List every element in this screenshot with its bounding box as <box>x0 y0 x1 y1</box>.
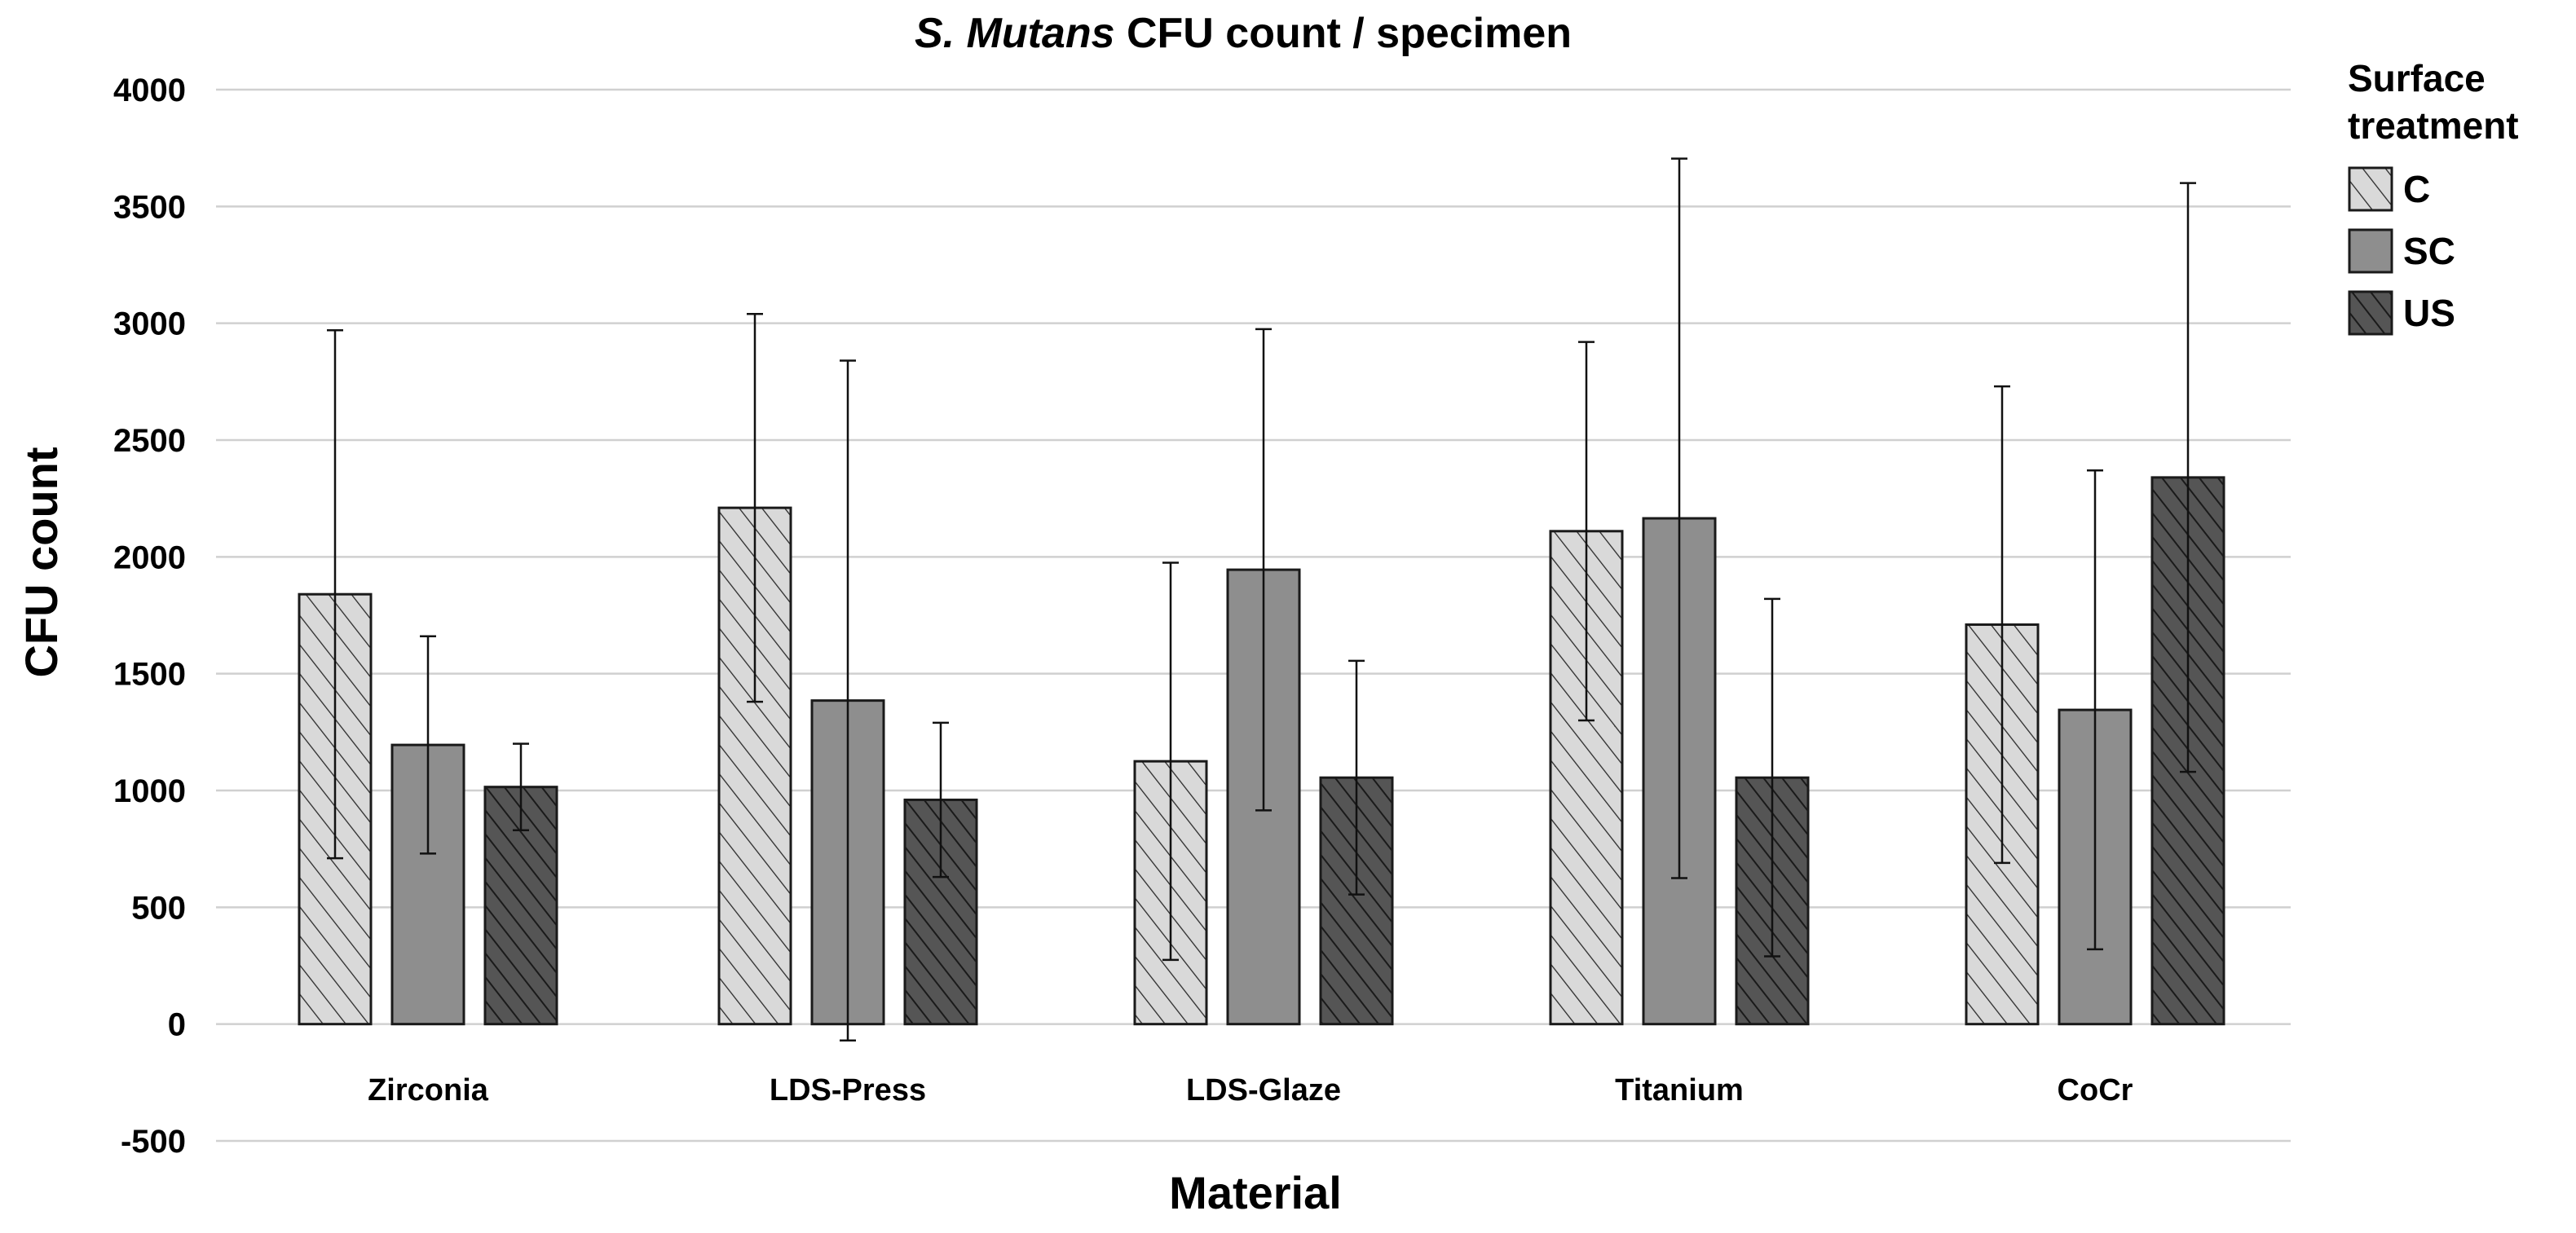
x-category-label: Zirconia <box>368 1073 489 1107</box>
legend-label-us: US <box>2403 292 2455 334</box>
chart-title-italic: S. Mutans <box>915 10 1115 57</box>
bar-us-zirconia <box>483 786 558 1026</box>
x-axis-categories: Zirconia LDS-Press LDS-Glaze Titanium CoCr <box>368 1073 2133 1107</box>
x-category-label: LDS-Press <box>770 1073 926 1107</box>
y-tick-label: 1500 <box>113 657 186 693</box>
x-category-label: CoCr <box>2058 1073 2133 1107</box>
error-bars <box>327 157 2196 1041</box>
chart-title-rest: CFU count / specimen <box>1115 10 1573 57</box>
legend-label-c: C <box>2403 168 2430 210</box>
y-tick-label: 3000 <box>113 306 186 342</box>
y-tick-label: 4000 <box>113 73 186 108</box>
y-tick-label: -500 <box>121 1124 186 1160</box>
legend-swatch-sc <box>2348 228 2393 274</box>
legend-title-line1: Surface <box>2348 57 2486 99</box>
chart-title: S. Mutans CFU count / specimen <box>915 10 1572 57</box>
x-axis-label: Material <box>1169 1167 1342 1218</box>
y-tick-label: 0 <box>168 1007 186 1043</box>
y-axis-ticks: 4000 3500 3000 2500 2000 1500 1000 500 0 -500 <box>113 73 186 1160</box>
y-tick-label: 2000 <box>113 539 186 575</box>
y-tick-label: 3500 <box>113 189 186 225</box>
x-category-label: Titanium <box>1615 1073 1744 1107</box>
bars <box>298 476 2225 1026</box>
y-tick-label: 2500 <box>113 423 186 459</box>
y-tick-label: 500 <box>131 890 186 926</box>
legend-title-line2: treatment <box>2348 104 2519 147</box>
legend-label-sc: SC <box>2403 230 2455 272</box>
y-axis-label: CFU count <box>15 447 67 677</box>
legend-swatch-c <box>2348 166 2393 212</box>
legend-swatch-us <box>2348 290 2393 336</box>
y-tick-label: 1000 <box>113 773 186 809</box>
legend: Surface treatment C SC US <box>2348 57 2519 336</box>
x-category-label: LDS-Glaze <box>1186 1073 1341 1107</box>
